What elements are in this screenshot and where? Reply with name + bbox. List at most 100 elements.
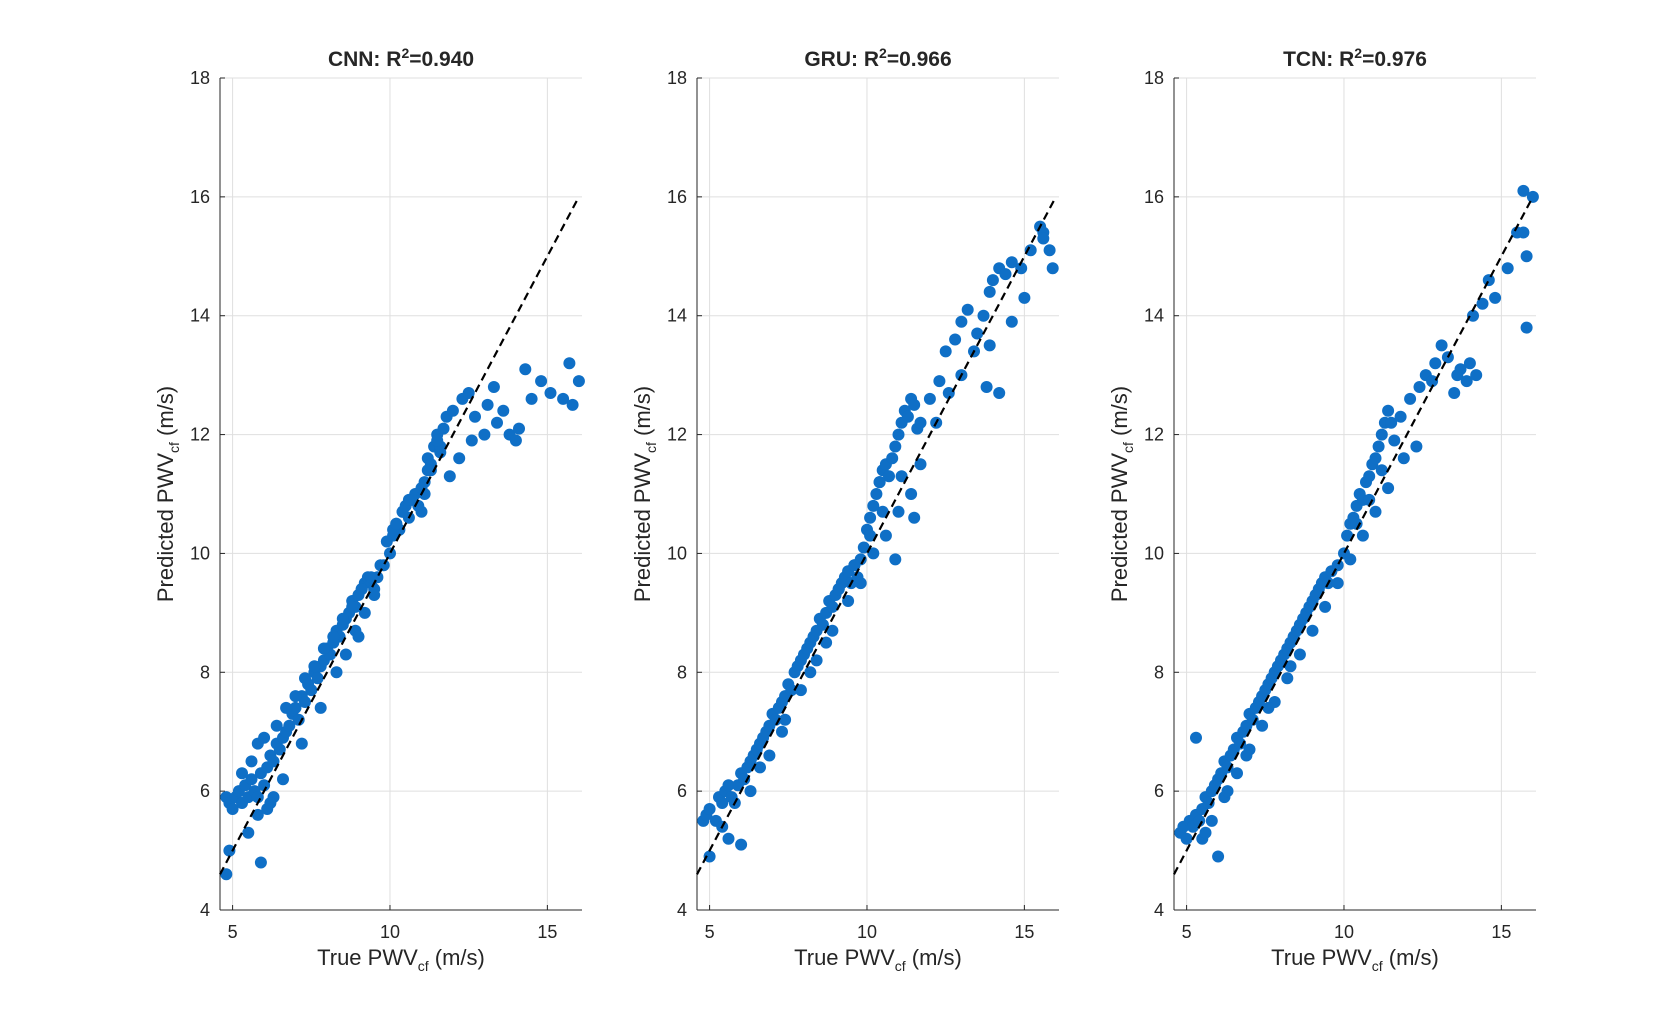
data-point [242,826,255,839]
data-point [876,505,889,518]
data-point [1190,731,1202,744]
data-point [525,392,538,405]
x-axis-label: True PWVcf (m/s) [317,945,485,974]
data-point [864,511,877,524]
data-point [804,666,817,679]
data-point [879,529,892,542]
y-tick-label: 6 [200,781,210,801]
data-point [273,743,286,756]
x-tick-label: 15 [537,922,557,942]
data-point [1344,553,1357,566]
data-point [744,785,757,798]
data-point [396,505,409,518]
data-point [314,701,327,714]
data-point [462,387,475,399]
data-point [1520,321,1533,334]
x-tick-label: 15 [1014,922,1034,942]
data-point [1293,648,1306,661]
x-tick-label: 10 [1334,922,1354,942]
data-point [1363,493,1376,506]
data-point [1426,375,1439,388]
x-tick-label: 10 [380,922,400,942]
data-point [270,719,283,732]
data-point [901,410,914,423]
data-point [421,464,434,477]
data-point [870,488,883,500]
y-tick-label: 4 [677,900,687,920]
data-point [1520,250,1533,263]
data-point [245,755,258,768]
identity-reference-line [696,196,1057,875]
data-point [1341,529,1354,542]
y-tick-label: 16 [667,187,687,207]
data-point [1397,452,1410,465]
data-point [1262,701,1275,714]
data-point [308,660,321,673]
data-point [390,517,403,530]
y-axis-label: Predicted PWVcf (m/s) [153,386,182,602]
data-point [914,458,927,471]
data-point [955,315,968,328]
data-point [336,612,349,625]
data-point [1489,291,1502,304]
data-point [754,761,766,774]
data-point [258,731,271,744]
data-point [1046,262,1059,275]
x-axis-label: True PWVcf (m/s) [1271,945,1439,974]
data-point [820,636,833,649]
data-point [289,701,302,714]
data-point [1369,452,1382,465]
y-tick-label: 16 [1144,187,1164,207]
data-point [895,470,908,483]
data-point [1221,761,1234,774]
data-point [703,803,716,815]
data-point [1015,262,1028,275]
y-tick-label: 6 [1154,781,1164,801]
y-tick-label: 8 [677,662,687,682]
data-point [816,618,829,631]
y-tick-label: 18 [190,68,210,88]
data-point [854,577,867,590]
data-point [491,416,503,429]
data-point [810,654,823,667]
data-point [443,470,456,483]
data-point [497,404,510,417]
data-point [889,553,902,566]
data-point [1448,387,1461,399]
data-point [1372,440,1385,453]
data-point [983,339,996,352]
data-point [220,868,233,881]
data-point [384,547,396,560]
y-tick-label: 10 [667,543,687,563]
x-tick-label: 10 [857,922,877,942]
data-point [889,440,902,453]
data-point [1375,428,1388,441]
data-point [1350,517,1363,530]
data-point [251,808,264,821]
data-point [1205,814,1218,827]
data-point [1234,737,1247,750]
data-point [1460,375,1473,388]
data-point [993,387,1006,399]
data-point [572,375,585,388]
data-point [867,499,880,512]
data-point [983,285,996,298]
data-point [1363,470,1376,483]
data-point [949,333,962,346]
data-point [886,452,899,465]
y-tick-label: 12 [190,425,210,445]
data-point [1005,315,1018,328]
y-tick-label: 8 [200,662,210,682]
data-point [412,499,425,512]
data-point [842,595,855,607]
y-tick-label: 14 [1144,306,1164,326]
data-point [1410,440,1423,453]
data-point [826,600,839,613]
data-point [374,559,387,572]
data-point [1193,814,1206,827]
data-point [1306,624,1319,637]
panel-2: 5 10 15 4 6 8 10 12 14 16 18 GRU: R2=0.966 True PWVc… [630,45,1059,974]
data-point [905,488,918,500]
data-point [1463,357,1476,370]
y-tick-label: 8 [1154,662,1164,682]
